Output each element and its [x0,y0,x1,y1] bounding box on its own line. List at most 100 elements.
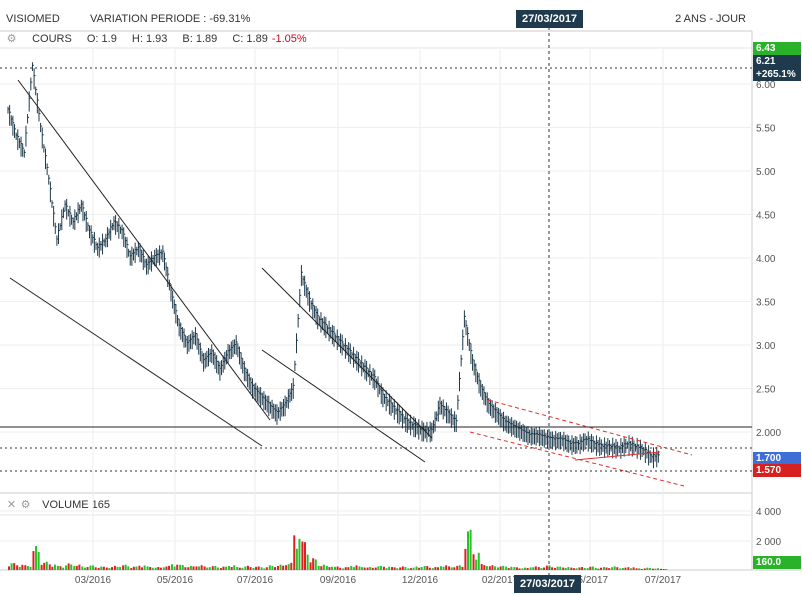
top-price-box: 6.43 [753,42,801,55]
volume-bar [497,567,499,570]
volume-bar [630,568,632,570]
volume-bar [154,567,157,570]
volume-bar [594,567,597,570]
volume-bar [494,566,497,570]
volume-bar [648,567,651,570]
volume-bar [456,565,459,570]
volume-bar [542,567,545,570]
volume-bar [124,564,127,570]
volume-bar [379,565,382,570]
volume-bar [602,567,605,570]
volume-bar [428,567,431,570]
volume-bar [159,567,162,570]
volume-bar [37,551,40,570]
volume-bar [499,566,502,570]
red-price-box: 1.570 [753,464,801,477]
volume-bar [521,568,524,570]
volume-bar [361,567,364,570]
volume-bar [564,568,567,570]
volume-bar [423,566,426,570]
volume-bar [526,567,529,570]
volume-bar [146,566,149,570]
volume-bar [507,568,510,570]
volume-bar [442,566,445,570]
volume-bar [94,567,97,570]
volume-bar [581,567,584,570]
volume-bar [108,568,111,570]
volume-bar [252,567,255,570]
volume-bar [485,566,488,570]
volume-bar [662,569,665,570]
volume-bar [640,569,643,570]
volume-bar [238,567,241,570]
volume-bar [265,567,268,570]
volume-bar [187,567,190,570]
y-tick-label: 4.50 [756,211,776,222]
volume-bar [287,564,290,570]
volume-bar [143,565,146,570]
volume-bar [586,568,589,570]
volume-bar [453,567,456,570]
ohlc-legend: ⚙ COURS O: 1.9 H: 1.93 B: 1.89 C: 1.89 -1… [6,33,319,45]
period-selector[interactable]: 2 ANS - JOUR [675,13,746,25]
volume-bar [279,564,282,570]
volume-bar [83,567,86,570]
volume-bar [100,566,103,570]
volume-bar [396,568,399,570]
volume-bar [70,564,73,570]
volume-bar [230,566,233,570]
volume-bar [559,566,562,570]
volume-bar [391,567,394,570]
gear-icon[interactable]: ⚙ [6,32,17,45]
volume-bar [578,567,581,570]
volume-bar [412,567,415,570]
volume-bar [505,566,508,570]
volume-bar [431,568,434,570]
volume-bar [138,565,141,570]
volume-bar [518,568,521,570]
volume-bar [233,565,236,570]
volume-bar [176,564,179,570]
volume-bar [418,567,421,570]
volume-bar [111,567,113,570]
volume-bar [67,563,70,570]
volume-bar [325,565,328,570]
volume-bar [334,566,336,570]
volume-bar [502,565,505,570]
volume-bar [59,566,62,570]
open-value: O: 1.9 [86,33,117,45]
volume-bar [589,566,592,570]
cursor-date-top: 27/03/2017 [516,10,584,28]
volume-bar [374,567,377,570]
volume-bar [350,565,353,570]
volume-tick-label: 2 000 [756,537,781,548]
volume-bar [127,566,130,570]
cross-icon[interactable]: ✕ [6,498,17,511]
volume-bar [660,568,662,570]
volume-bar [651,568,654,570]
volume-bar [529,567,532,570]
volume-bar [458,565,461,570]
volume-bar [613,566,616,570]
volume-bar [377,566,380,570]
volume-bar [534,566,537,570]
volume-bar [53,564,56,570]
volume-bar [198,566,201,570]
volume-bar [73,566,76,570]
volume-bar [331,566,334,570]
volume-bar [477,552,480,570]
volume-bar [388,566,391,570]
volume-bar [513,567,516,570]
volume-bar [282,565,285,570]
volume-bar [249,567,252,570]
x-tick-label: 12/2016 [402,575,439,586]
volume-bar [151,567,154,570]
volume-bar [228,565,231,570]
volume-bar [404,567,407,570]
volume-legend: ✕ ⚙ VOLUME 165 [6,499,110,511]
gear-icon[interactable]: ⚙ [20,498,31,511]
volume-bar [206,567,209,570]
volume-bar [355,565,358,570]
x-tick-label: 09/2016 [320,575,357,586]
